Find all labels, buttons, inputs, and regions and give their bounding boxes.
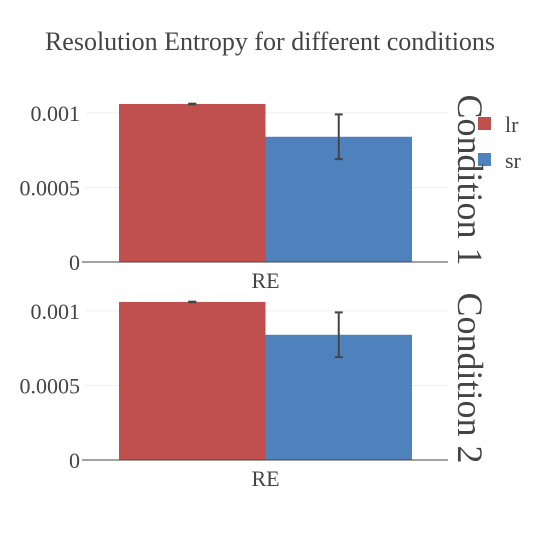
facet-label: Condition 1 [450, 94, 490, 265]
legend-label: sr [505, 148, 522, 173]
facet-panel: 0 0.0005 0.001 RE Condition 1 [20, 94, 491, 293]
legend-label: lr [505, 112, 519, 137]
error-bar-lr [188, 102, 197, 106]
y-tick-label: 0 [69, 448, 80, 473]
legend-swatch [478, 117, 491, 130]
y-tick-label: 0 [69, 250, 80, 275]
bar-lr [119, 103, 266, 262]
error-bar-sr [334, 113, 343, 161]
error-bar-sr [334, 311, 343, 359]
y-tick-label: 0.0005 [20, 373, 81, 398]
legend-swatch [478, 153, 491, 166]
bar-lr [119, 301, 266, 460]
chart-title: Resolution Entropy for different conditi… [45, 27, 495, 56]
y-tick-label: 0.001 [31, 101, 81, 126]
facet-panel: 0 0.0005 0.001 RE Condition 2 [20, 292, 491, 491]
x-tick-label: RE [251, 268, 279, 293]
x-tick-label: RE [251, 466, 279, 491]
legend-item-sr[interactable]: sr [478, 148, 522, 173]
legend: lr sr [478, 112, 522, 173]
facet-label: Condition 2 [450, 292, 490, 463]
y-tick-label: 0.0005 [20, 175, 81, 200]
y-tick-label: 0.001 [31, 299, 81, 324]
error-bar-lr [188, 300, 197, 304]
facets: 0 0.0005 0.001 RE Condition 1 0 0.0005 0.001 RE C… [20, 94, 491, 491]
legend-item-lr[interactable]: lr [478, 112, 519, 137]
